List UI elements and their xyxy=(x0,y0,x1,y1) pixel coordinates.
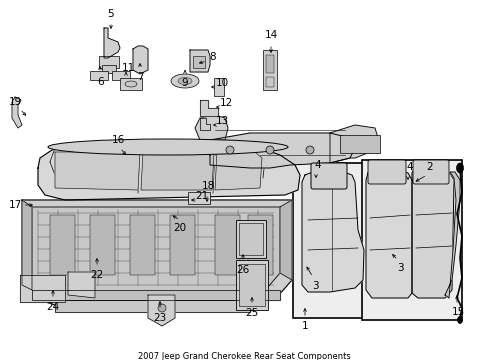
Bar xyxy=(187,192,209,204)
Text: 9: 9 xyxy=(182,78,188,88)
Polygon shape xyxy=(38,145,299,200)
Polygon shape xyxy=(302,170,363,292)
Text: 12: 12 xyxy=(219,98,232,108)
Polygon shape xyxy=(190,50,209,72)
FancyBboxPatch shape xyxy=(412,160,448,184)
Text: 11: 11 xyxy=(121,63,134,73)
Polygon shape xyxy=(32,290,280,300)
Text: 5: 5 xyxy=(107,9,114,19)
Bar xyxy=(90,215,115,275)
Text: 25: 25 xyxy=(245,308,258,318)
Bar xyxy=(170,215,195,275)
Bar xyxy=(102,65,116,73)
Polygon shape xyxy=(22,200,32,290)
Bar xyxy=(239,223,263,255)
Text: 15: 15 xyxy=(450,307,464,317)
Text: 7: 7 xyxy=(137,72,143,82)
Ellipse shape xyxy=(158,304,165,312)
Bar xyxy=(263,50,276,90)
Text: 3: 3 xyxy=(396,263,403,273)
Ellipse shape xyxy=(265,146,273,154)
Text: 10: 10 xyxy=(215,78,228,88)
Bar xyxy=(215,215,240,275)
Text: 22: 22 xyxy=(90,270,103,280)
Text: 23: 23 xyxy=(153,313,166,323)
Ellipse shape xyxy=(456,163,463,173)
Bar xyxy=(236,260,267,310)
Bar xyxy=(265,77,273,87)
Text: 20: 20 xyxy=(173,223,186,233)
Polygon shape xyxy=(104,28,120,58)
Text: 1: 1 xyxy=(301,321,307,331)
Text: 26: 26 xyxy=(236,265,249,275)
Text: 4: 4 xyxy=(406,162,412,172)
Bar xyxy=(339,135,379,153)
Polygon shape xyxy=(141,152,214,190)
Polygon shape xyxy=(55,152,140,190)
Text: 3: 3 xyxy=(311,281,318,291)
Bar xyxy=(361,160,461,320)
Text: 8: 8 xyxy=(209,52,216,62)
Ellipse shape xyxy=(457,316,462,324)
Text: 4: 4 xyxy=(314,160,321,170)
Polygon shape xyxy=(280,200,291,280)
Text: 17: 17 xyxy=(8,200,21,210)
Text: 13: 13 xyxy=(215,116,228,126)
Polygon shape xyxy=(133,46,148,74)
Text: 19: 19 xyxy=(8,97,21,107)
Ellipse shape xyxy=(171,74,199,88)
Polygon shape xyxy=(200,118,209,130)
Ellipse shape xyxy=(225,146,234,154)
Bar xyxy=(247,215,272,275)
Bar xyxy=(120,78,142,90)
Ellipse shape xyxy=(125,81,137,87)
Polygon shape xyxy=(365,168,411,298)
Bar xyxy=(239,264,264,306)
Text: 2007 Jeep Grand Cherokee Rear Seat Components
Latch-Seat Diagram for 5139664AA: 2007 Jeep Grand Cherokee Rear Seat Compo… xyxy=(138,352,350,360)
Ellipse shape xyxy=(178,77,192,85)
Polygon shape xyxy=(12,97,22,128)
Bar xyxy=(292,163,380,318)
Bar xyxy=(90,71,108,80)
Bar xyxy=(193,56,204,68)
Polygon shape xyxy=(148,295,175,326)
Bar xyxy=(99,56,119,68)
Text: 18: 18 xyxy=(201,181,214,191)
Text: 2: 2 xyxy=(426,162,432,172)
Bar xyxy=(214,78,224,96)
Text: 6: 6 xyxy=(98,77,104,87)
Ellipse shape xyxy=(48,139,287,155)
Ellipse shape xyxy=(305,146,313,154)
Polygon shape xyxy=(195,115,227,140)
Polygon shape xyxy=(329,125,377,163)
Bar xyxy=(265,55,273,73)
Polygon shape xyxy=(32,207,280,295)
Bar xyxy=(112,71,130,80)
Text: 24: 24 xyxy=(46,302,60,312)
FancyBboxPatch shape xyxy=(310,163,346,189)
Polygon shape xyxy=(22,200,291,305)
Polygon shape xyxy=(20,275,65,302)
Polygon shape xyxy=(55,300,249,312)
Text: 14: 14 xyxy=(264,30,277,40)
Text: 21: 21 xyxy=(195,191,208,201)
Polygon shape xyxy=(411,168,453,298)
Polygon shape xyxy=(444,172,459,298)
Polygon shape xyxy=(68,272,95,298)
FancyBboxPatch shape xyxy=(367,160,405,184)
Bar xyxy=(50,215,75,275)
Bar xyxy=(236,220,265,258)
Text: 16: 16 xyxy=(111,135,124,145)
Polygon shape xyxy=(215,152,262,190)
Bar xyxy=(130,215,155,275)
Polygon shape xyxy=(209,133,354,168)
Polygon shape xyxy=(200,100,218,116)
